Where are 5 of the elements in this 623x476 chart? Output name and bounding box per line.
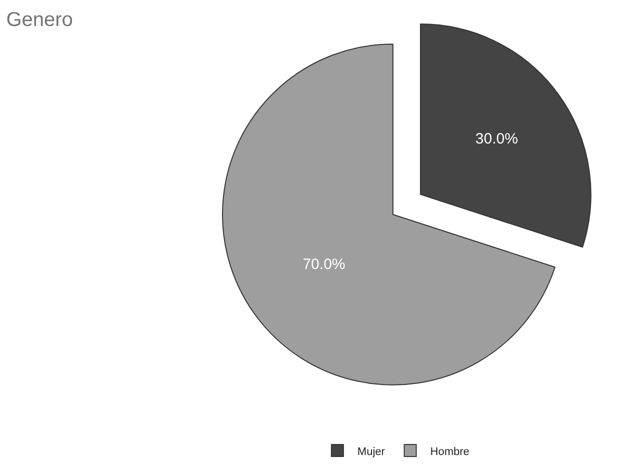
legend-label: Mujer [357, 446, 386, 458]
text: Genero [6, 8, 73, 31]
data-label: 70.0% [302, 256, 346, 274]
data-label: 30.0% [475, 130, 518, 148]
legend-label: Hombre [430, 446, 470, 458]
